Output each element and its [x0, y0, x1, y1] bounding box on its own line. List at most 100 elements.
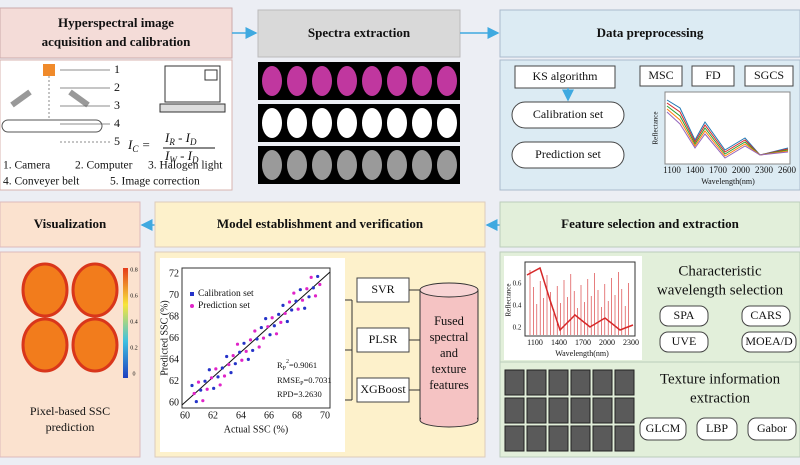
method-box-label: LBP — [706, 421, 728, 435]
panel — [511, 141, 625, 169]
stat: RP2=0.9061 — [277, 359, 317, 372]
point-decoration — [244, 349, 248, 353]
x-tick-label: 64 — [236, 410, 246, 421]
stat-part: P — [300, 381, 304, 387]
method-box-label: XGBoost — [360, 382, 406, 396]
stat-part: C — [132, 144, 139, 154]
point-decoration — [309, 275, 313, 279]
point-decoration — [209, 376, 214, 380]
point-decoration — [281, 303, 285, 307]
stat-part: R — [168, 137, 175, 147]
method-box-label: CARS — [750, 308, 781, 322]
method-box-label: PLSR — [369, 332, 398, 346]
point-decoration — [272, 324, 276, 328]
ssc-map — [71, 262, 119, 318]
stat: RPD=3.2630 — [277, 389, 322, 399]
panel — [511, 101, 625, 129]
fruit-image — [262, 150, 282, 180]
panel — [639, 417, 687, 441]
panel — [614, 369, 635, 396]
label: Reflectance — [652, 111, 660, 144]
method-box-label: UVE — [672, 334, 697, 348]
method-box-label: KS algorithm — [533, 69, 599, 83]
header-title: Model establishment and verification — [217, 216, 424, 231]
method-box-label: SGCS — [754, 68, 784, 82]
point-decoration — [212, 386, 216, 390]
point-decoration — [196, 380, 201, 384]
axis-label: Actual SSC (%) — [224, 424, 288, 435]
caption: Pixel-based SSC — [30, 404, 110, 418]
panel — [504, 369, 525, 396]
y-tick-label: 72 — [169, 268, 179, 279]
legend-swatch — [190, 292, 194, 296]
method-box-label: Calibration set — [533, 107, 604, 121]
panel — [526, 425, 547, 452]
stat-part: P — [283, 366, 287, 372]
cylinder-label: texture — [432, 362, 467, 376]
point-decoration — [294, 299, 298, 303]
panel — [614, 397, 635, 424]
stat-part: - I — [175, 130, 191, 145]
point-decoration — [255, 337, 259, 341]
point-decoration — [240, 358, 244, 362]
stat-part: I — [127, 137, 133, 152]
ssc-map — [21, 262, 69, 318]
point-decoration — [270, 316, 274, 320]
panel — [592, 425, 613, 452]
point-decoration — [227, 362, 231, 367]
panel — [1, 119, 103, 133]
method-box-label: FD — [705, 68, 721, 82]
fruit-image — [387, 150, 407, 180]
panel — [614, 425, 635, 452]
point-decoration — [235, 342, 240, 346]
header-title: Feature selection and extraction — [561, 216, 740, 231]
colorbar-tick: 0.6 — [130, 293, 138, 299]
panel — [570, 397, 591, 424]
point-decoration — [279, 320, 283, 324]
lamp — [10, 89, 90, 108]
x-tick-label: 1700 — [575, 338, 591, 347]
y-tick-label: 0.2 — [513, 324, 522, 332]
point-decoration — [266, 325, 270, 329]
panel — [0, 7, 233, 59]
x-tick-label: 70 — [320, 410, 330, 421]
point-decoration — [318, 282, 322, 287]
y-tick-label: 64 — [169, 354, 179, 365]
header-title: Hyperspectral image — [58, 15, 174, 30]
colorbar-tick: 0 — [133, 371, 136, 377]
stat-part: = — [138, 137, 150, 152]
fruit-image — [387, 66, 407, 96]
cylinder-label: and — [440, 346, 459, 360]
point-decoration — [248, 338, 253, 342]
y-tick-label: 0.4 — [513, 302, 522, 310]
spectrum-curve — [666, 111, 789, 159]
method-box-label: MSC — [648, 68, 673, 82]
fruit-image — [412, 108, 432, 138]
point-decoration — [253, 329, 257, 333]
panel — [154, 201, 486, 248]
method-box-label: Prediction set — [535, 147, 601, 161]
stat: RMSEP=0.7031 — [277, 375, 332, 387]
fruit-image — [262, 108, 282, 138]
cylinder-label: Fused — [434, 314, 465, 328]
legend-item: 2. Computer — [75, 160, 133, 172]
panel — [123, 268, 128, 378]
panel — [160, 258, 345, 452]
point-decoration — [207, 368, 211, 372]
x-tick-label: 1100 — [527, 338, 543, 347]
header-title: Visualization — [34, 216, 107, 231]
fruit-image — [337, 150, 357, 180]
point-decoration — [283, 311, 287, 316]
fruit-image — [362, 150, 382, 180]
point-decoration — [238, 350, 242, 354]
panel — [257, 9, 461, 58]
fruit-image — [312, 150, 332, 180]
section-title: Characteristic — [678, 263, 762, 279]
panel — [570, 369, 591, 396]
point-decoration — [300, 298, 305, 302]
point-decoration — [313, 294, 318, 298]
point-decoration — [277, 312, 281, 316]
legend-item: Calibration set — [198, 289, 254, 299]
point-decoration — [296, 307, 300, 311]
label: 4 — [114, 116, 120, 130]
